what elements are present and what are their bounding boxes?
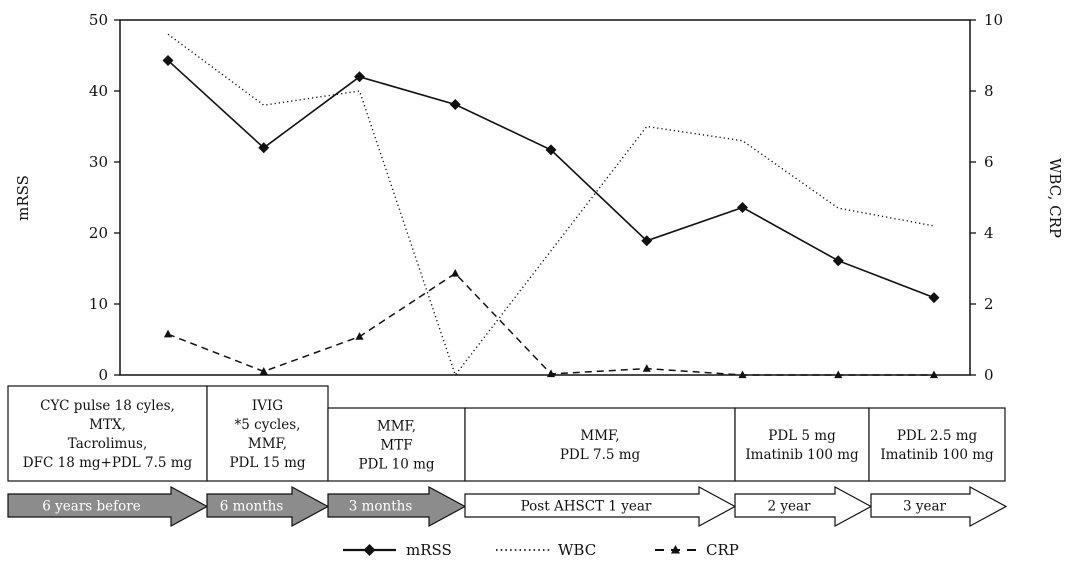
mrss-marker-5: [545, 144, 557, 156]
treatment-line: PDL 7.5 mg: [560, 447, 641, 463]
mrss-marker-3: [354, 71, 365, 83]
period-label: 6 months: [220, 499, 284, 515]
y-left-title: mRSS: [14, 175, 32, 221]
period-label: 3 months: [349, 499, 413, 515]
y-right-tick-label: 2: [984, 295, 994, 313]
treatment-box: [464, 407, 736, 482]
crp-marker-1: [163, 329, 173, 338]
mrss-marker-4: [449, 98, 461, 110]
treatment-table: CYC pulse 18 cyles, MTX, Tacrolimus, DFC 18…: [7, 385, 1006, 482]
crp-marker-8: [834, 370, 843, 379]
period-label: Post AHSCT 1 year: [521, 499, 652, 515]
arrow-shape: [464, 485, 737, 528]
crp-marker-3: [355, 332, 364, 340]
y-right-title: WBC, CRP: [1046, 158, 1064, 238]
legend-marker: [363, 544, 376, 556]
y-left-tick-label: 30: [89, 153, 108, 171]
crp-marker-2: [259, 366, 268, 375]
mrss-marker-2: [258, 142, 270, 154]
crp-marker-4: [451, 268, 460, 277]
treatment-cell-1: CYC pulse 18 cyles, MTX, Tacrolimus, DFC 18…: [7, 385, 208, 482]
legend-label: mRSS: [406, 541, 452, 559]
treatment-cell-4: MMF, PDL 7.5 mg: [464, 407, 736, 482]
period-arrows: 6 years before 6 months 3 months Post AHSCT…: [7, 485, 1008, 528]
treatment-box: [327, 407, 466, 482]
y-left-tick-label: 20: [89, 224, 108, 242]
period-arrow-1: 6 years before: [7, 485, 209, 528]
period-label: 3 year: [903, 499, 947, 515]
y-right-tick-label: 4: [984, 224, 994, 242]
y-left-tick-label: 50: [89, 11, 108, 29]
period-arrow-6: 3 year: [870, 485, 1008, 528]
series-crp: [163, 268, 939, 379]
mrss-marker-1: [162, 54, 174, 66]
legend-marker: [671, 545, 680, 554]
treatment-cell-2: IVIG *5 cycles, MMF, PDL 15 mg: [206, 385, 329, 482]
period-arrow-5: 2 year: [734, 485, 873, 528]
legend-item-mrss: mRSS: [343, 541, 452, 559]
legend-item-wbc: WBC: [496, 541, 596, 559]
crp-marker-7: [738, 370, 747, 379]
arrow-shape: [206, 485, 330, 528]
series-mrss: [162, 54, 940, 304]
arrow-shape: [327, 485, 467, 528]
crp-marker-6: [642, 364, 651, 372]
treatment-cell-5: PDL 5 mg Imatinib 100 mg: [734, 407, 870, 482]
y-left-tick-label: 40: [89, 82, 108, 100]
treatment-line: PDL 15 mg: [229, 455, 305, 471]
period-label: 2 year: [768, 499, 812, 515]
treatment-line: Tacrolimus,: [68, 436, 148, 452]
period-arrow-3: 3 months: [327, 485, 467, 528]
y-right-tick-label: 6: [984, 153, 994, 171]
wbc-line: [167, 33, 935, 377]
arrow-shape: [734, 485, 873, 528]
treatment-line: PDL 2.5 mg: [897, 428, 978, 444]
treatment-box: [206, 385, 329, 482]
treatment-line: MMF,: [580, 428, 619, 444]
series-wbc: [167, 33, 935, 377]
treatment-line: Imatinib 100 mg: [880, 447, 994, 463]
legend: mRSS WBC CRP: [343, 541, 739, 559]
treatment-line: MMF,: [377, 419, 416, 435]
mrss-marker-7: [737, 201, 748, 213]
legend-item-crp: CRP: [655, 541, 739, 559]
treatment-box: [734, 407, 870, 482]
mrss-marker-6: [641, 235, 653, 247]
series-layer: [162, 33, 940, 379]
treatment-box: [868, 407, 1006, 482]
treatment-cell-3: MMF, MTF PDL 10 mg: [327, 407, 466, 482]
y-right-tick-label: 0: [984, 366, 994, 384]
treatment-line: CYC pulse 18 cyles,: [40, 398, 175, 414]
y-right-tick-label: 10: [984, 11, 1003, 29]
treatment-line: IVIG: [252, 398, 283, 414]
treatment-line: PDL 10 mg: [358, 457, 434, 473]
treatment-cell-6: PDL 2.5 mg Imatinib 100 mg: [868, 407, 1006, 482]
mrss-line: [167, 59, 935, 299]
plot-frame: [119, 19, 971, 376]
crp-line: [167, 272, 934, 376]
arrow-shape: [870, 485, 1008, 528]
crp-marker-9: [929, 370, 939, 379]
mrss-marker-9: [928, 292, 940, 304]
treatment-line: Imatinib 100 mg: [745, 447, 859, 463]
period-arrow-4: Post AHSCT 1 year: [464, 485, 737, 528]
treatment-line: MMF,: [248, 436, 287, 452]
axes: 0 10 20 30 40 50 0 2 4 6 8 10 mRSS WBC, CRP: [14, 11, 1064, 384]
period-label: 6 years before: [42, 499, 140, 515]
treatment-line: *5 cycles,: [235, 417, 301, 433]
treatment-line: PDL 5 mg: [768, 428, 836, 444]
y-left-tick-label: 10: [89, 295, 108, 313]
mrss-marker-8: [832, 255, 844, 267]
crp-marker-5: [546, 369, 556, 378]
treatment-line: DFC 18 mg+PDL 7.5 mg: [23, 455, 193, 471]
legend-label: WBC: [558, 541, 596, 559]
arrow-shape: [7, 485, 209, 528]
treatment-line: MTF: [380, 438, 412, 454]
y-right-tick-label: 8: [984, 82, 994, 100]
y-left-tick-label: 0: [98, 366, 108, 384]
treatment-line: MTX,: [89, 417, 126, 433]
legend-label: CRP: [706, 541, 739, 559]
period-arrow-2: 6 months: [206, 485, 330, 528]
